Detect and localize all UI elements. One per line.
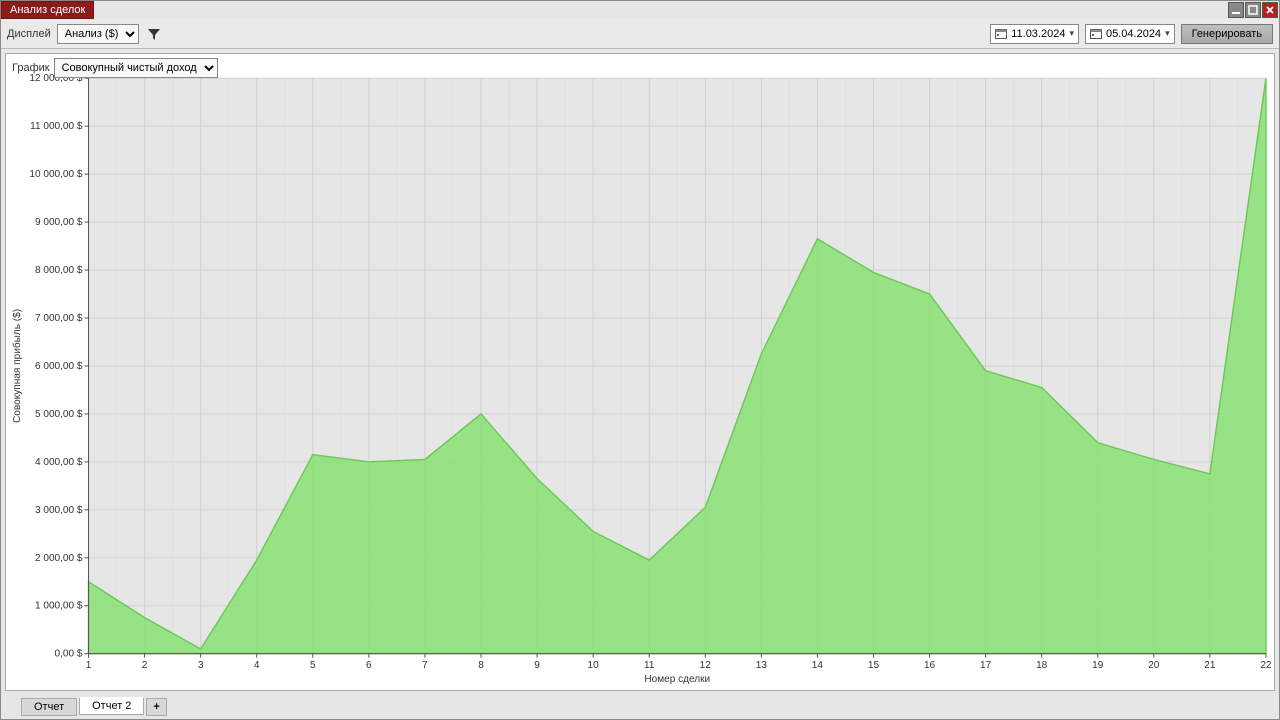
svg-text:9: 9 bbox=[534, 660, 540, 671]
svg-text:4: 4 bbox=[254, 660, 260, 671]
svg-text:9 000,00 $: 9 000,00 $ bbox=[35, 217, 83, 228]
chart-toolbar: График Совокупный чистый доход bbox=[12, 58, 218, 78]
svg-text:6 000,00 $: 6 000,00 $ bbox=[35, 361, 83, 372]
display-select[interactable]: Анализ ($) bbox=[57, 24, 139, 44]
svg-text:10: 10 bbox=[588, 660, 600, 671]
maximize-button[interactable] bbox=[1245, 2, 1261, 18]
trade-analysis-window: Анализ сделок Дисплей Анализ ($) bbox=[0, 0, 1280, 720]
chevron-down-icon: ▾ bbox=[1069, 28, 1074, 39]
tab-report-2[interactable]: Отчет 2 bbox=[79, 697, 144, 715]
bottom-tabs: Отчет Отчет 2 + bbox=[1, 695, 1279, 719]
window-title: Анализ сделок bbox=[1, 1, 94, 19]
svg-text:11: 11 bbox=[644, 660, 655, 671]
svg-text:8 000,00 $: 8 000,00 $ bbox=[35, 265, 83, 276]
main-toolbar: Дисплей Анализ ($) 11.03.2024 ▾ 05.04.20… bbox=[1, 19, 1279, 49]
svg-text:16: 16 bbox=[924, 660, 936, 671]
chart-panel: График Совокупный чистый доход 0,00 $1 0… bbox=[5, 53, 1275, 691]
svg-text:1: 1 bbox=[86, 660, 92, 671]
svg-text:10 000,00 $: 10 000,00 $ bbox=[29, 169, 82, 180]
date-from-picker[interactable]: 11.03.2024 ▾ bbox=[990, 24, 1079, 44]
svg-text:1 000,00 $: 1 000,00 $ bbox=[35, 601, 83, 612]
svg-text:17: 17 bbox=[980, 660, 992, 671]
svg-text:15: 15 bbox=[868, 660, 880, 671]
add-tab-button[interactable]: + bbox=[146, 698, 166, 716]
chevron-down-icon: ▾ bbox=[1165, 28, 1170, 39]
content-area: График Совокупный чистый доход 0,00 $1 0… bbox=[1, 49, 1279, 695]
svg-text:2: 2 bbox=[142, 660, 148, 671]
svg-text:6: 6 bbox=[366, 660, 372, 671]
generate-button[interactable]: Генерировать bbox=[1181, 24, 1273, 44]
titlebar: Анализ сделок bbox=[1, 1, 1279, 19]
svg-text:5: 5 bbox=[310, 660, 316, 671]
svg-text:22: 22 bbox=[1260, 660, 1272, 671]
calendar-icon bbox=[995, 28, 1007, 39]
area-chart: 0,00 $ 1 000,00 $ 2 000,00 $ 3 000,00 $ 4 00… bbox=[6, 54, 1274, 690]
svg-text:7 000,00 $: 7 000,00 $ bbox=[35, 313, 83, 324]
display-label: Дисплей bbox=[7, 28, 51, 40]
svg-text:7: 7 bbox=[422, 660, 428, 671]
filter-icon[interactable] bbox=[145, 25, 163, 43]
chart-type-select[interactable]: Совокупный чистый доход bbox=[54, 58, 218, 78]
svg-text:8: 8 bbox=[478, 660, 484, 671]
svg-text:0,00 $: 0,00 $ bbox=[55, 649, 83, 660]
date-from-value: 11.03.2024 bbox=[1011, 28, 1065, 40]
svg-text:5 000,00 $: 5 000,00 $ bbox=[35, 409, 83, 420]
svg-text:18: 18 bbox=[1036, 660, 1048, 671]
svg-text:13: 13 bbox=[756, 660, 768, 671]
svg-text:11 000,00 $: 11 000,00 $ bbox=[30, 121, 83, 132]
calendar-icon bbox=[1090, 28, 1102, 39]
svg-text:Номер сделки: Номер сделки bbox=[644, 674, 710, 685]
svg-text:14: 14 bbox=[812, 660, 824, 671]
svg-text:19: 19 bbox=[1092, 660, 1104, 671]
window-controls bbox=[1228, 1, 1279, 19]
date-to-value: 05.04.2024 bbox=[1106, 28, 1161, 40]
tab-report-1[interactable]: Отчет bbox=[21, 698, 77, 716]
chart-area[interactable]: 0,00 $ 1 000,00 $ 2 000,00 $ 3 000,00 $ 4 00… bbox=[6, 54, 1274, 690]
svg-text:4 000,00 $: 4 000,00 $ bbox=[35, 457, 83, 468]
svg-text:21: 21 bbox=[1204, 660, 1216, 671]
svg-text:2 000,00 $: 2 000,00 $ bbox=[35, 553, 83, 564]
svg-text:3: 3 bbox=[198, 660, 204, 671]
svg-text:12: 12 bbox=[700, 660, 712, 671]
chart-label: График bbox=[12, 62, 50, 74]
close-button[interactable] bbox=[1262, 2, 1278, 18]
minimize-button[interactable] bbox=[1228, 2, 1244, 18]
svg-text:Совокупная прибыль ($): Совокупная прибыль ($) bbox=[11, 309, 23, 423]
svg-text:20: 20 bbox=[1148, 660, 1160, 671]
svg-text:3 000,00 $: 3 000,00 $ bbox=[35, 505, 83, 516]
date-to-picker[interactable]: 05.04.2024 ▾ bbox=[1085, 24, 1175, 44]
